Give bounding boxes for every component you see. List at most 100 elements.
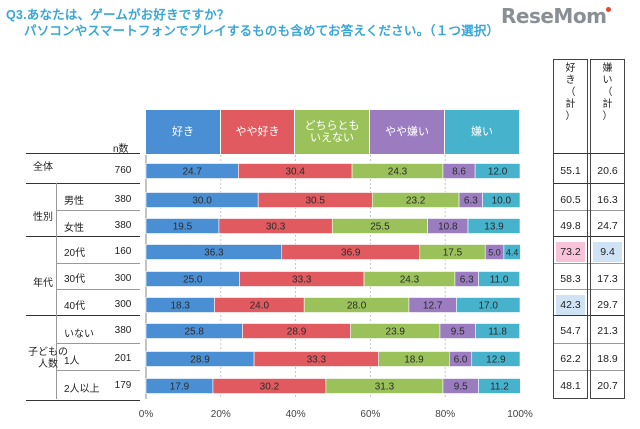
- table-row-divider: [26, 183, 140, 184]
- table-row-divider: [26, 236, 140, 237]
- bar-segment: [456, 297, 521, 313]
- label-age30: 30代: [64, 274, 86, 285]
- dislike-total-value: 20.7: [597, 380, 618, 392]
- x-tick-label: 80%: [435, 409, 455, 420]
- x-tick-label: 60%: [360, 409, 380, 420]
- n-value: 160: [114, 246, 132, 257]
- dislike-total-value: 21.3: [597, 325, 618, 337]
- data-label: 5.0: [488, 248, 501, 258]
- data-label: 25.0: [183, 275, 203, 286]
- label-children: 子どもの 人数: [28, 347, 68, 370]
- data-label: 30.5: [306, 196, 326, 207]
- question-subtitle: パソコンやスマートフォンでプレイするものも含めてお答えください。（１つ選択）: [24, 24, 500, 38]
- summary-row-divider: [553, 210, 624, 211]
- data-label: 25.8: [185, 327, 205, 338]
- n-value: 380: [114, 325, 132, 336]
- like-total-value: 62.2: [560, 353, 581, 365]
- dislike-total-value: 24.7: [597, 220, 618, 232]
- data-label: 28.9: [287, 327, 307, 338]
- data-label: 36.3: [204, 248, 224, 259]
- x-tick-label: 20%: [211, 409, 231, 420]
- data-label: 28.9: [190, 355, 210, 366]
- data-label: 30.3: [266, 222, 286, 233]
- like-total-header: 好 き （ 計 ）: [565, 63, 576, 122]
- data-label: 9.5: [454, 382, 468, 393]
- like-total-value: 42.3: [556, 295, 585, 315]
- label-none: いない: [64, 329, 94, 340]
- legend-somewhat-dislike: やや嫌い: [370, 110, 444, 154]
- n-value: 179: [114, 380, 132, 391]
- table-row-divider: [56, 263, 140, 264]
- bar-segment: [474, 163, 521, 179]
- x-tick-label: 100%: [507, 409, 533, 420]
- data-label: 18.9: [404, 355, 424, 366]
- data-label: 6.3: [460, 275, 474, 286]
- data-label: 6.0: [454, 355, 468, 366]
- label-male: 男性: [64, 196, 84, 207]
- dislike-total-header: 嫌 い （ 計 ）: [602, 63, 613, 122]
- data-label: 9.5: [451, 327, 465, 338]
- label-age20: 20代: [64, 248, 86, 259]
- label-one: 1人: [64, 356, 80, 367]
- data-label: 6.3: [464, 196, 478, 207]
- dislike-total-value: 20.6: [597, 165, 618, 177]
- summary-row-divider: [553, 236, 624, 237]
- legend-somewhat-like: やや好き: [221, 110, 294, 154]
- bar-segment: [478, 271, 520, 287]
- bar-segment: [503, 244, 521, 260]
- resemom-logo: ReseMom: [501, 4, 612, 28]
- n-value: 201: [114, 353, 132, 364]
- like-total-value: 73.2: [556, 242, 585, 262]
- data-label: 17.0: [478, 301, 498, 312]
- data-label: 30.2: [260, 382, 280, 393]
- n-value: 380: [114, 194, 132, 205]
- summary-row-divider: [553, 183, 624, 184]
- summary-row-divider: [553, 263, 624, 264]
- like-total-value: 48.1: [560, 380, 581, 392]
- data-label: 10.0: [492, 196, 512, 207]
- question-title: Q3.あなたは、ゲームがお好きですか？: [6, 8, 230, 22]
- data-label: 33.3: [292, 275, 312, 286]
- data-label: 19.5: [173, 222, 193, 233]
- data-label: 30.0: [192, 196, 212, 207]
- label-twoplus: 2人以上: [64, 384, 100, 395]
- dislike-total-value: 29.7: [597, 299, 618, 311]
- data-label: 24.3: [400, 275, 420, 286]
- data-label: 18.3: [170, 301, 190, 312]
- data-label: 31.3: [375, 382, 395, 393]
- summary-row-divider: [553, 289, 624, 290]
- data-label: 36.9: [341, 248, 361, 259]
- data-label: 25.5: [370, 222, 390, 233]
- dislike-total-column: [590, 59, 625, 399]
- x-tick-label: 0%: [139, 409, 154, 420]
- table-row-divider: [56, 343, 140, 344]
- table-row-divider: [26, 315, 140, 316]
- table-row-divider: [56, 370, 140, 371]
- like-total-column: [553, 59, 588, 399]
- x-tick-label: 40%: [286, 409, 306, 420]
- bar-segment: [467, 218, 521, 234]
- legend-like: 好き: [146, 110, 220, 154]
- summary-row-divider: [553, 343, 624, 344]
- data-label: 24.7: [182, 167, 202, 178]
- label-female: 女性: [64, 223, 84, 234]
- summary-top-divider: [553, 153, 624, 154]
- bar-segment: [475, 323, 520, 339]
- data-label: 13.9: [484, 222, 504, 233]
- data-label: 8.6: [452, 167, 466, 178]
- legend-neutral: どちらとも いえない: [295, 110, 369, 154]
- label-gender: 性別: [33, 212, 53, 223]
- bar-segment: [482, 192, 521, 208]
- group-separator: [56, 183, 57, 399]
- data-label: 12.0: [488, 167, 508, 178]
- bar-segment: [478, 378, 521, 394]
- label-age: 年代: [33, 278, 53, 289]
- data-label: 11.8: [488, 327, 507, 338]
- data-label: 24.3: [388, 167, 408, 178]
- data-label: 10.8: [438, 222, 458, 233]
- data-label: 12.7: [423, 301, 443, 312]
- data-label: 24.0: [250, 301, 270, 312]
- data-label: 11.2: [490, 382, 509, 393]
- like-total-value: 54.7: [560, 325, 581, 337]
